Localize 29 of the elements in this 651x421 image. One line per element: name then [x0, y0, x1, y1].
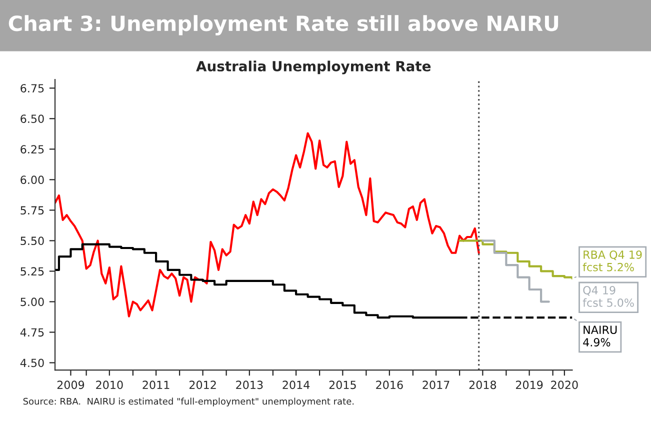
- x-tick-label: 2019: [516, 380, 543, 390]
- text: Q4 19 fcst 5.0%: [582, 286, 634, 307]
- x-tick-label: 2014: [282, 380, 310, 390]
- annotation: RBA Q4 19 fcst 5.2%: [582, 250, 642, 272]
- x-tick-label: 2009: [57, 380, 84, 390]
- y-tick-label: 5.50: [20, 236, 44, 246]
- chart-subtitle: Australia Unemployment Rate: [196, 60, 431, 74]
- y-tick-label: 5.00: [20, 298, 44, 306]
- y-tick-label: 6.50: [20, 114, 44, 124]
- chart-title: Chart 3: Unemployment Rate still above NAIRU: [8, 15, 558, 36]
- y-tick-label: 5.75: [20, 206, 44, 215]
- x-tick-label: 2010: [96, 380, 123, 390]
- y-tick-label: 6.00: [20, 176, 44, 184]
- x-tick-label: 2018: [469, 380, 496, 390]
- x-tick-label: 2012: [189, 380, 216, 390]
- line-series: [55, 132, 480, 318]
- source-note: Source: RBA. NAIRU is estimated "full-employment" unemployment rate.: [23, 398, 354, 406]
- y-tick-label: 5.25: [20, 267, 44, 276]
- x-tick-label: 2020: [551, 380, 578, 390]
- x-tick-label: 2016: [376, 380, 403, 390]
- annotation: NAIRU 4.9%: [583, 326, 617, 346]
- y-tick-label: 6.75: [20, 84, 44, 92]
- y-tick-label: 6.25: [20, 145, 44, 154]
- y-tick-label: 4.75: [20, 328, 44, 337]
- x-tick-label: 2017: [422, 380, 450, 390]
- x-tick-label: 2011: [142, 380, 170, 390]
- x-tick-label: 2013: [236, 380, 263, 390]
- x-tick-label: 2015: [329, 380, 356, 390]
- y-tick-label: 4.50: [20, 358, 44, 368]
